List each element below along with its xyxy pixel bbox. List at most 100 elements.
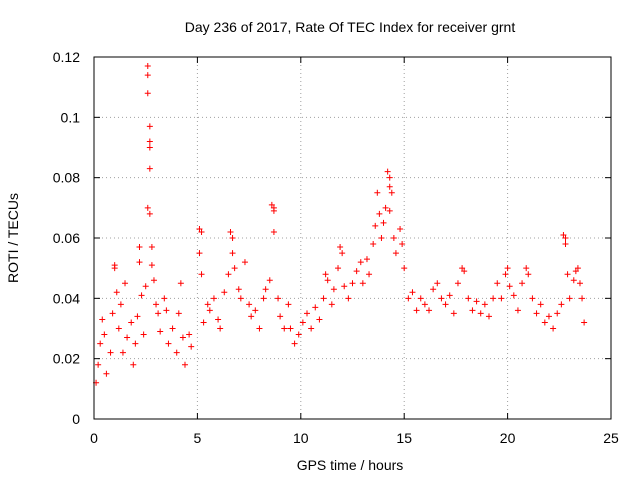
data-point xyxy=(481,301,488,308)
data-point xyxy=(357,259,364,266)
data-point xyxy=(142,283,149,290)
data-point xyxy=(252,307,259,314)
data-point xyxy=(405,295,412,302)
data-point xyxy=(148,244,155,251)
data-point xyxy=(382,204,389,211)
data-point xyxy=(446,292,453,299)
data-point xyxy=(494,280,501,287)
data-point xyxy=(579,295,586,302)
data-point xyxy=(399,241,406,248)
data-point xyxy=(198,271,205,278)
data-point xyxy=(200,319,207,326)
data-point xyxy=(413,307,420,314)
data-point xyxy=(144,90,151,97)
data-point xyxy=(454,280,461,287)
data-point xyxy=(235,286,242,293)
data-point xyxy=(337,244,344,251)
data-point xyxy=(196,250,203,257)
data-point xyxy=(421,301,428,308)
y-tick-label: 0.02 xyxy=(53,351,80,367)
data-point xyxy=(101,331,108,338)
data-point xyxy=(378,235,385,241)
data-point xyxy=(221,289,228,296)
data-point xyxy=(390,235,397,241)
data-point xyxy=(533,310,540,317)
x-tick-label: 10 xyxy=(293,430,309,446)
data-point xyxy=(450,310,457,317)
data-point xyxy=(262,286,269,293)
data-point xyxy=(128,319,135,326)
data-point xyxy=(144,204,151,211)
data-point xyxy=(430,286,437,293)
data-point xyxy=(144,63,151,70)
data-point xyxy=(554,310,561,317)
grid xyxy=(94,57,611,419)
data-point xyxy=(370,241,377,248)
data-point xyxy=(438,295,445,302)
data-point xyxy=(366,271,373,278)
data-point xyxy=(401,265,408,272)
data-point xyxy=(566,295,573,302)
data-point xyxy=(225,271,232,278)
data-point xyxy=(295,331,302,338)
data-point xyxy=(277,313,284,320)
data-point xyxy=(506,283,513,290)
data-point xyxy=(169,325,176,332)
data-point xyxy=(490,295,497,302)
data-point xyxy=(386,174,393,181)
data-point xyxy=(519,280,526,287)
data-point xyxy=(384,168,391,175)
data-point xyxy=(281,325,288,332)
data-point xyxy=(177,280,184,287)
data-point xyxy=(372,222,379,229)
data-point xyxy=(320,295,327,302)
x-axis: 0 5 10 15 20 25 xyxy=(90,57,619,446)
data-point xyxy=(359,280,366,287)
data-point xyxy=(241,259,248,266)
data-point xyxy=(136,259,143,266)
data-point xyxy=(198,228,205,235)
data-point xyxy=(581,319,588,326)
data-point xyxy=(132,340,139,347)
y-tick-label: 0.06 xyxy=(53,230,80,246)
data-point xyxy=(504,265,511,272)
data-point xyxy=(330,286,337,293)
data-point xyxy=(386,183,393,190)
data-point xyxy=(157,328,164,335)
x-tick-label: 0 xyxy=(90,430,98,446)
data-point xyxy=(99,316,106,323)
data-point xyxy=(204,301,211,308)
data-point xyxy=(237,295,244,302)
data-point xyxy=(386,207,393,214)
data-point xyxy=(130,361,137,368)
data-point xyxy=(153,301,160,308)
y-tick-label: 0.08 xyxy=(53,170,80,186)
data-point xyxy=(525,271,532,278)
data-point xyxy=(345,295,352,302)
data-point xyxy=(163,307,170,314)
data-point xyxy=(285,301,292,308)
x-tick-label: 5 xyxy=(194,430,202,446)
data-point xyxy=(485,313,492,320)
data-point xyxy=(155,310,162,317)
data-point xyxy=(574,265,581,272)
data-point xyxy=(150,277,157,284)
data-point xyxy=(308,325,315,332)
data-point xyxy=(246,301,253,308)
data-point xyxy=(562,235,569,241)
x-axis-label: GPS time / hours xyxy=(297,457,404,473)
data-point xyxy=(380,219,387,226)
data-point xyxy=(328,301,335,308)
data-point xyxy=(206,307,213,314)
data-point xyxy=(124,334,131,341)
data-point xyxy=(397,225,404,232)
y-axis: 0 0.02 0.04 0.06 0.08 0.1 0.12 xyxy=(53,49,611,427)
data-point xyxy=(312,304,319,311)
data-point xyxy=(473,298,480,305)
data-point xyxy=(188,343,195,350)
data-point xyxy=(248,313,255,320)
data-point xyxy=(469,307,476,314)
data-point xyxy=(564,271,571,278)
data-point xyxy=(229,250,236,257)
data-point xyxy=(115,325,122,332)
